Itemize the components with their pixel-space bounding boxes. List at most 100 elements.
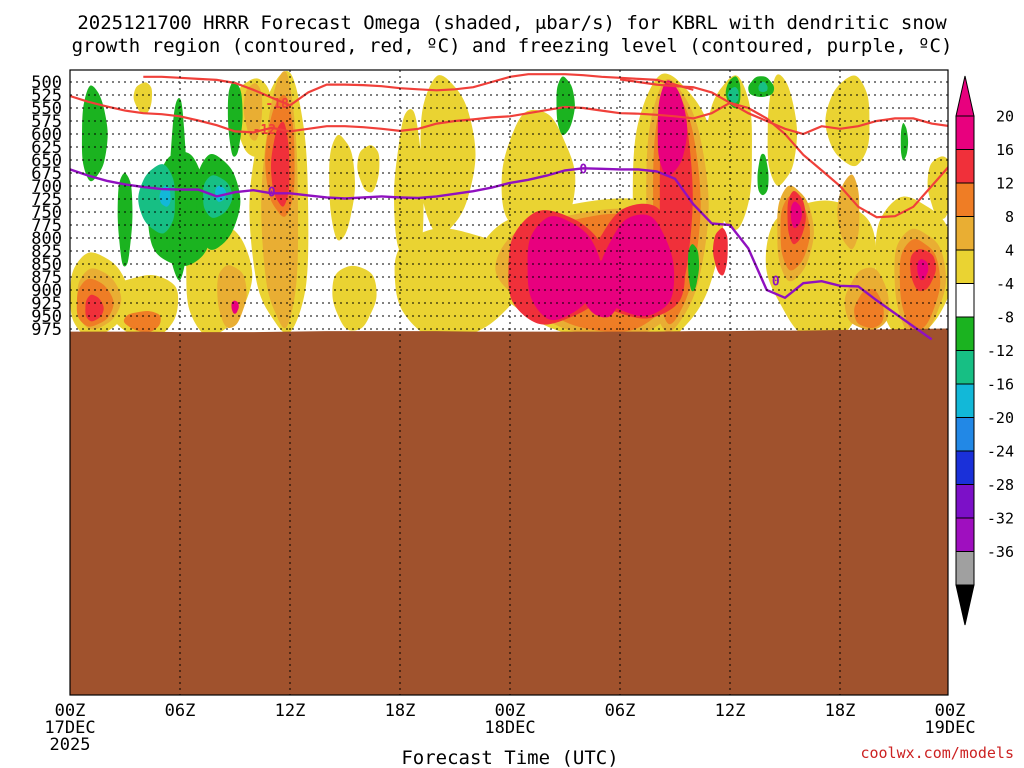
- x-tick-label-3-0: 18Z: [385, 701, 416, 721]
- x-tick-label-4-1: 18DEC: [484, 718, 535, 738]
- x-tick-label-0-0: 00Z: [55, 701, 86, 721]
- y-tick-label-7: 675: [31, 164, 62, 184]
- colorbar-swatch-9: [955, 417, 975, 452]
- x-tick-label-7-0: 18Z: [825, 701, 856, 721]
- gridlines: [69, 69, 949, 696]
- credit-text: coolwx.com/models: [860, 744, 1014, 762]
- y-tick-label-9: 725: [31, 190, 62, 210]
- x-tick-label-4-0: 00Z: [495, 701, 526, 721]
- omega-shade-g-64: [757, 153, 769, 196]
- y-tick-label-10: 750: [31, 203, 62, 223]
- omega-shade-o8-30: [837, 174, 860, 250]
- y-tick-label-12: 800: [31, 229, 62, 249]
- x-tick-label-8-1: 19DEC: [924, 718, 975, 738]
- colorbar-swatch-3: [955, 216, 975, 251]
- plot-area: -18 -12 0 0 0: [70, 71, 948, 695]
- dgz-contour-label-1: -12: [253, 123, 276, 138]
- omega-shade-g-65: [900, 123, 909, 161]
- colorbar-label-4: 4: [1005, 242, 1014, 260]
- freezing-level-label-2: 0: [772, 275, 780, 290]
- y-tick-label-19: 975: [31, 320, 62, 340]
- colorbar-top-arrow: [955, 75, 975, 117]
- omega-shade-c-71: [159, 185, 171, 207]
- colorbar-swatch-11: [955, 484, 975, 519]
- y-tick-label-2: 550: [31, 99, 62, 119]
- colorbar-swatch-6: [955, 316, 975, 351]
- omega-shade-t-69: [758, 81, 768, 93]
- x-tick-label-0-1: 17DEC: [44, 718, 95, 738]
- omega-shade-y-5: [133, 82, 153, 114]
- omega-shade-y-7: [357, 145, 380, 193]
- colorbar-swatch-1: [955, 149, 975, 184]
- omega-shade-g-55: [117, 173, 133, 267]
- omega-shade-c-70: [215, 185, 227, 202]
- omega-shade-r-39: [85, 294, 104, 322]
- chart-title-line-2: growth region (contoured, red, ºC) and f…: [72, 35, 953, 57]
- x-tick-label-5-0: 06Z: [605, 701, 636, 721]
- colorbar-swatch-0: [955, 115, 975, 150]
- x-tick-label-1-0: 06Z: [165, 701, 196, 721]
- y-tick-label-8: 700: [31, 177, 62, 197]
- colorbar-label-10: -24: [987, 443, 1014, 461]
- omega-shade-y-16: [767, 74, 798, 186]
- omega-shade-o8-22: [217, 265, 247, 329]
- colorbar-label-12: -32: [987, 510, 1014, 528]
- freezing-level-label-0: 0: [268, 186, 276, 201]
- y-tick-label-1: 525: [31, 86, 62, 106]
- dgz-contour-line-2: [619, 78, 948, 136]
- x-tick-label-6-0: 12Z: [715, 701, 746, 721]
- omega-shade-g-58: [227, 81, 243, 157]
- y-tick-label-0: 500: [31, 73, 62, 93]
- terrain-surface: [70, 328, 948, 695]
- omega-shade-g-61: [688, 244, 700, 292]
- y-axis-labels: 5005255505756006256506757007257507758008…: [31, 73, 62, 340]
- omega-shade-o8-24: [243, 83, 263, 141]
- colorbar-swatch-5: [955, 283, 975, 318]
- omega-shade-t-68: [727, 86, 739, 103]
- colorbar-label-9: -20: [987, 409, 1014, 427]
- colorbar-label-5: -4: [996, 275, 1014, 293]
- colorbar-label-2: 12: [996, 175, 1014, 193]
- colorbar-swatch-10: [955, 450, 975, 485]
- freezing-level-line: [70, 167, 933, 341]
- x-tick-label-0-2: 2025: [50, 735, 91, 755]
- colorbar-label-1: 16: [996, 141, 1014, 159]
- dgz-contour-line-0: [143, 73, 694, 107]
- x-tick-label-8-0: 00Z: [935, 701, 966, 721]
- colorbar-swatch-12: [955, 517, 975, 552]
- colorbar-swatch-4: [955, 249, 975, 284]
- colorbar-label-11: -28: [987, 476, 1014, 494]
- omega-shade-r-40: [270, 121, 290, 207]
- omega-shade-t-66: [138, 164, 175, 234]
- colorbar-swatch-13: [955, 551, 975, 586]
- y-tick-label-4: 600: [31, 125, 62, 145]
- omega-shade-m-52: [917, 259, 929, 281]
- y-tick-label-17: 925: [31, 294, 62, 314]
- omega-shade-m-51: [790, 201, 802, 229]
- chart-title-line-1: 2025121700 HRRR Forecast Omega (shaded, …: [77, 12, 947, 34]
- y-tick-label-11: 775: [31, 216, 62, 236]
- y-tick-label-14: 850: [31, 255, 62, 275]
- colorbar-label-7: -12: [987, 342, 1014, 360]
- omega-shade-y-6: [329, 134, 356, 241]
- colorbar-bottom-arrow: [955, 584, 975, 626]
- colorbar-swatch-8: [955, 383, 975, 418]
- x-tick-label-2-0: 12Z: [275, 701, 306, 721]
- omega-shade-y-8: [332, 265, 377, 331]
- y-tick-label-6: 650: [31, 151, 62, 171]
- omega-shade-g-60: [556, 76, 575, 136]
- omega-shade-m-49: [657, 80, 688, 177]
- colorbar-label-3: 8: [1005, 208, 1014, 226]
- omega-shade-y-15: [704, 75, 752, 230]
- colorbar: 20 16 12 8 4 -4 -8 -12 -16 -20 -24 -28 -32 -36: [955, 75, 1014, 626]
- dgz-contour-line-1: [70, 94, 948, 219]
- omega-shade-y-9: [394, 109, 424, 266]
- y-tick-label-5: 625: [31, 138, 62, 158]
- omega-shade-y-11: [420, 75, 476, 236]
- y-tick-label-18: 950: [31, 307, 62, 327]
- omega-shade-g-54: [81, 85, 108, 182]
- omega-shade-y-12: [501, 109, 576, 235]
- dgz-contour-label-0: -18: [265, 97, 289, 112]
